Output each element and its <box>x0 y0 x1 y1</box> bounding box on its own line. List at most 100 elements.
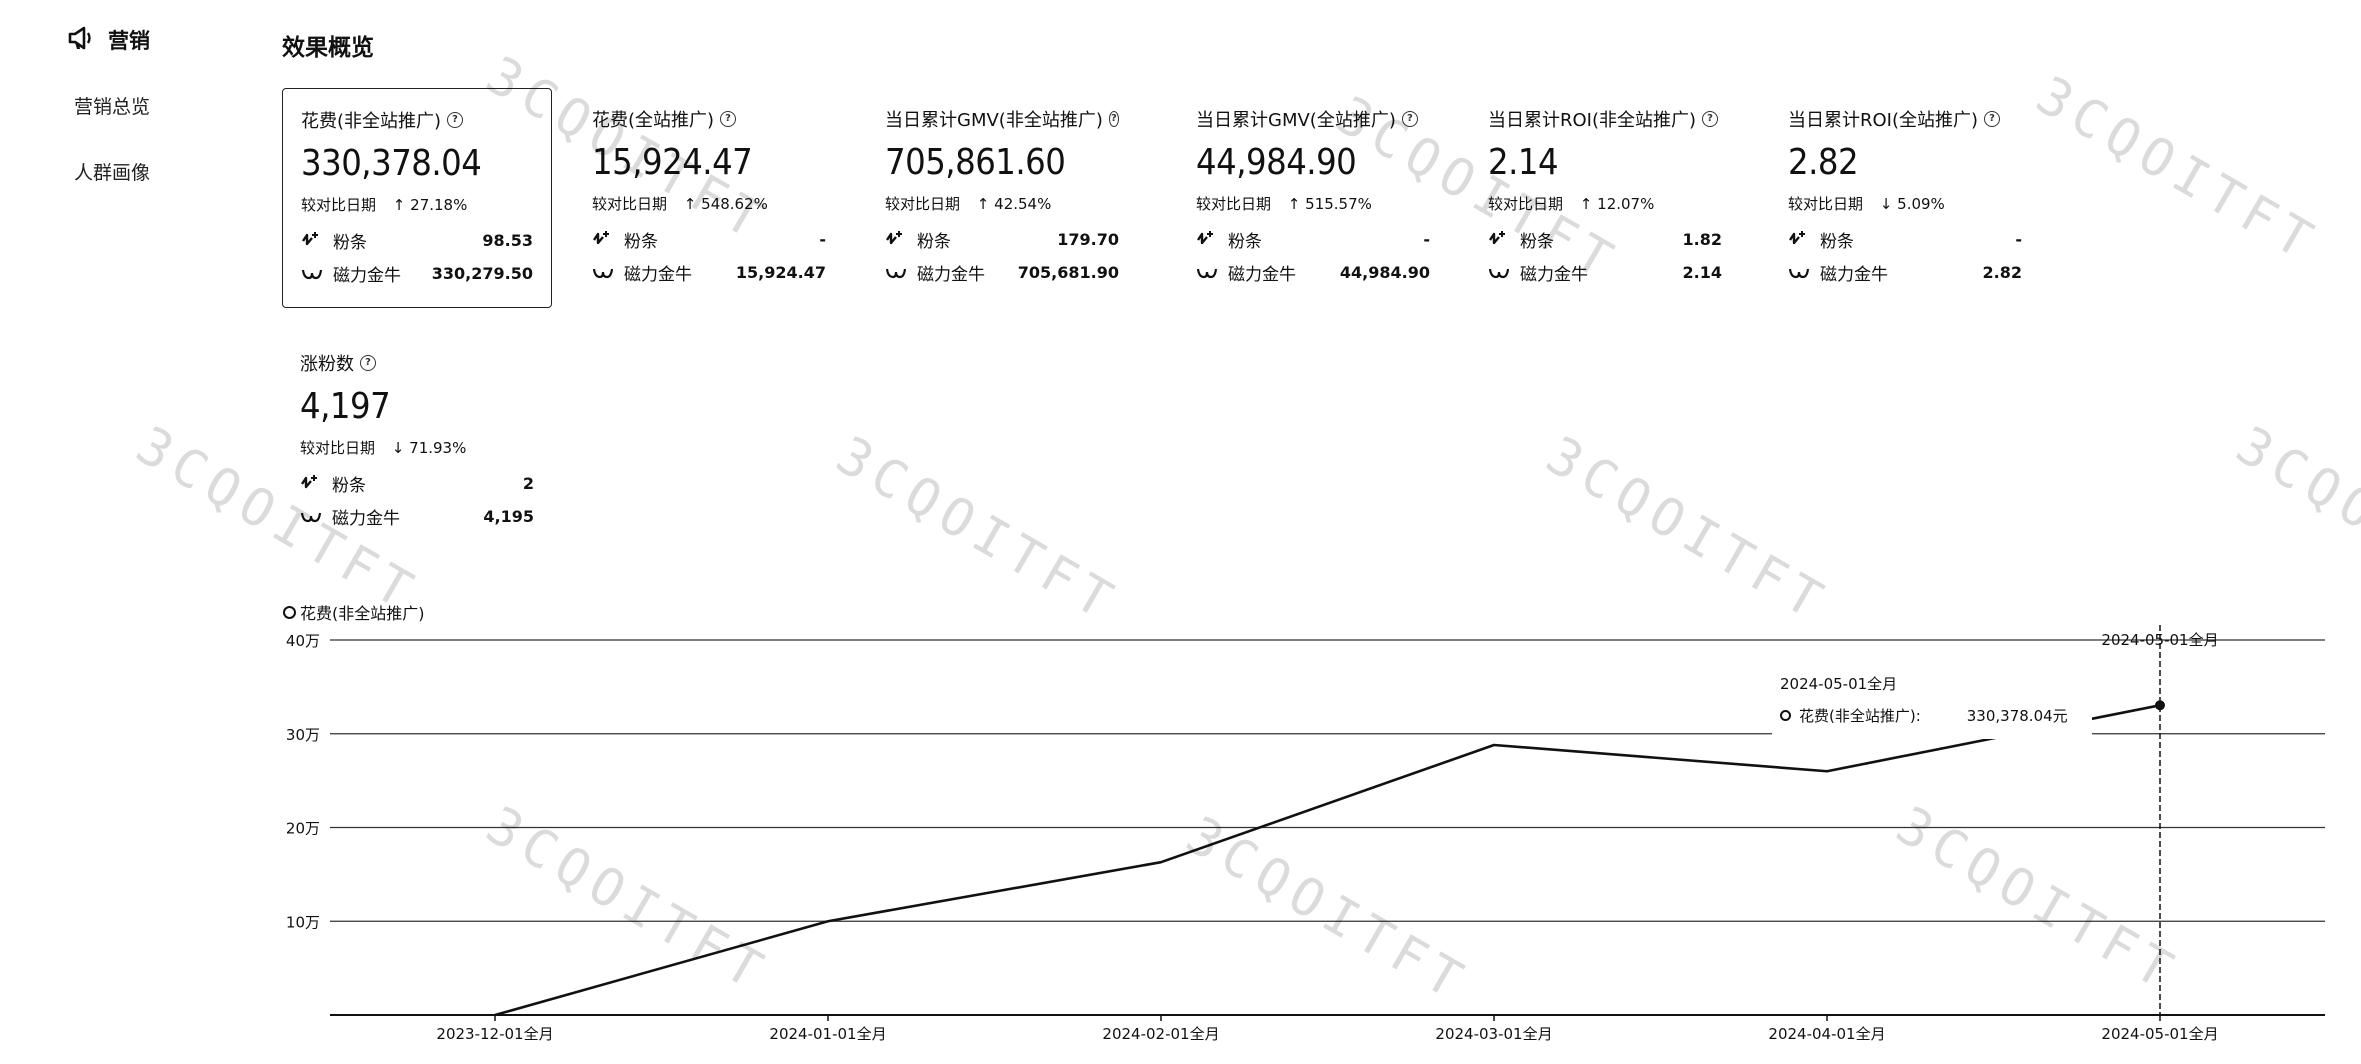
x-tick-label: 2024-04-01全月 <box>1768 1025 1885 1043</box>
tooltip-series-name: 花费(非全站推广): <box>1799 707 1921 725</box>
metric-card-title: 当日累计ROI(非全站推广) ? <box>1488 106 1722 132</box>
breakdown-label: 粉条 <box>1520 232 1554 252</box>
compare-label: 较对比日期 <box>1788 195 1864 213</box>
metric-compare: 较对比日期 ↑ 42.54% <box>885 193 1119 214</box>
metric-breakdown-row: 磁力金牛 330,279.50 <box>301 261 533 286</box>
metric-compare: 较对比日期 ↑ 12.07% <box>1488 193 1722 214</box>
fentiao-icon <box>1196 230 1220 250</box>
breakdown-value: - <box>1423 230 1430 249</box>
fentiao-icon <box>300 474 324 494</box>
tooltip-date: 2024-05-01全月 <box>1780 675 1898 693</box>
metric-compare: 较对比日期 ↑ 548.62% <box>592 193 826 214</box>
breakdown-value: 179.70 <box>1057 230 1119 249</box>
metric-card[interactable]: 当日累计GMV(全站推广) ? 44,984.90 较对比日期 ↑ 515.57… <box>1178 88 1448 308</box>
breakdown-value: 15,924.47 <box>735 263 826 282</box>
metric-title-text: 当日累计GMV(全站推广) <box>1196 110 1396 131</box>
breakdown-value: 1.82 <box>1682 230 1722 249</box>
metric-breakdown-row: 磁力金牛 15,924.47 <box>592 260 826 285</box>
arrow-up-icon: ↑ <box>683 195 697 213</box>
x-tick-label: 2023-12-01全月 <box>436 1025 553 1043</box>
metric-value: 15,924.47 <box>592 142 753 183</box>
metric-breakdown-row: 粉条 - <box>1788 227 2022 252</box>
data-point <box>2155 700 2165 711</box>
sidebar: 营销 营销总览 人群画像 <box>0 0 250 1064</box>
metric-card[interactable]: 花费(全站推广) ? 15,924.47 较对比日期 ↑ 548.62% 粉条 … <box>574 88 844 308</box>
metric-card-title: 当日累计ROI(全站推广) ? <box>1788 106 2022 132</box>
breakdown-label: 粉条 <box>332 476 366 496</box>
arrow-up-icon: ↑ <box>976 195 990 213</box>
breakdown-label: 磁力金牛 <box>332 509 400 529</box>
metric-card-title: 涨粉数 ? <box>300 350 534 376</box>
sidebar-item-overview[interactable]: 营销总览 <box>74 96 151 118</box>
fentiao-icon <box>1788 230 1812 250</box>
metric-compare: 较对比日期 ↑ 27.18% <box>301 194 533 215</box>
arrow-up-icon: ↑ <box>1287 195 1301 213</box>
series-line <box>494 703 2161 1017</box>
help-icon[interactable]: ? <box>1984 111 2001 127</box>
breakdown-label: 磁力金牛 <box>917 265 985 285</box>
help-icon[interactable]: ? <box>1108 111 1119 127</box>
metric-value: 330,378.04 <box>301 143 482 184</box>
compare-change: 5.09% <box>1897 195 1945 213</box>
metric-breakdown-row: 磁力金牛 4,195 <box>300 504 534 529</box>
sidebar-header[interactable]: 营销 <box>66 22 150 58</box>
cili-jinniu-icon <box>1788 263 1812 283</box>
breakdown-value: 705,681.90 <box>1017 263 1119 282</box>
breakdown-label: 粉条 <box>624 232 658 252</box>
metric-title-text: 当日累计ROI(非全站推广) <box>1488 110 1697 131</box>
arrow-down-icon: ↓ <box>391 439 405 457</box>
y-tick-label: 30万 <box>286 726 320 744</box>
metric-value: 2.82 <box>1788 142 1859 183</box>
metric-value: 44,984.90 <box>1196 142 1357 183</box>
metric-card[interactable]: 当日累计ROI(非全站推广) ? 2.14 较对比日期 ↑ 12.07% 粉条 … <box>1470 88 1740 308</box>
compare-change: 42.54% <box>994 195 1052 213</box>
metric-card[interactable]: 当日累计ROI(全站推广) ? 2.82 较对比日期 ↓ 5.09% 粉条 - … <box>1770 88 2040 308</box>
breakdown-label: 粉条 <box>1820 232 1854 252</box>
breakdown-label: 磁力金牛 <box>1228 265 1296 285</box>
compare-label: 较对比日期 <box>1488 195 1564 213</box>
metric-breakdown-row: 磁力金牛 705,681.90 <box>885 260 1119 285</box>
metric-title-text: 花费(非全站推广) <box>301 111 442 132</box>
metric-compare: 较对比日期 ↓ 5.09% <box>1788 193 2022 214</box>
help-icon[interactable]: ? <box>720 111 737 127</box>
help-icon[interactable]: ? <box>1401 111 1418 127</box>
tooltip-marker-icon <box>1780 710 1791 721</box>
metric-card[interactable]: 花费(非全站推广) ? 330,378.04 较对比日期 ↑ 27.18% 粉条… <box>282 88 552 308</box>
cili-jinniu-icon <box>1196 263 1220 283</box>
help-icon[interactable]: ? <box>1702 111 1719 127</box>
compare-label: 较对比日期 <box>300 439 376 457</box>
cili-jinniu-icon <box>885 263 909 283</box>
arrow-up-icon: ↑ <box>392 196 406 214</box>
breakdown-value: 2.82 <box>1982 263 2022 282</box>
arrow-up-icon: ↑ <box>1579 195 1593 213</box>
metric-breakdown-row: 磁力金牛 2.14 <box>1488 260 1722 285</box>
help-icon[interactable]: ? <box>447 112 464 128</box>
metric-breakdown-row: 粉条 - <box>1196 227 1430 252</box>
y-tick-label: 40万 <box>286 632 320 650</box>
compare-label: 较对比日期 <box>885 195 961 213</box>
breakdown-label: 磁力金牛 <box>1520 265 1588 285</box>
x-tick-label: 2024-03-01全月 <box>1435 1025 1552 1043</box>
fentiao-icon <box>301 231 325 251</box>
breakdown-label: 磁力金牛 <box>1820 265 1888 285</box>
compare-change: 12.07% <box>1597 195 1655 213</box>
metric-title-text: 当日累计ROI(全站推广) <box>1788 110 1979 131</box>
help-icon[interactable]: ? <box>360 355 376 371</box>
fentiao-icon <box>885 230 909 250</box>
metric-card[interactable]: 当日累计GMV(非全站推广) ? 705,861.60 较对比日期 ↑ 42.5… <box>867 88 1137 308</box>
metric-card[interactable]: 涨粉数 ? 4,197 较对比日期 ↓ 71.93% 粉条 2 磁力金牛 4,1… <box>282 332 552 552</box>
metric-value: 4,197 <box>300 386 391 427</box>
metric-title-text: 涨粉数 <box>300 354 354 375</box>
fentiao-icon <box>592 230 616 250</box>
metric-value: 705,861.60 <box>885 142 1066 183</box>
tooltip-value: 330,378.04元 <box>1966 707 2068 725</box>
breakdown-value: 2.14 <box>1682 263 1722 282</box>
metric-breakdown-row: 粉条 2 <box>300 471 534 496</box>
breakdown-value: 98.53 <box>482 231 533 250</box>
chart-legend[interactable]: 花费(非全站推广) <box>283 600 425 624</box>
metric-breakdown-row: 粉条 1.82 <box>1488 227 1722 252</box>
sidebar-item-audience[interactable]: 人群画像 <box>74 162 151 184</box>
cili-jinniu-icon <box>301 264 325 284</box>
arrow-down-icon: ↓ <box>1879 195 1893 213</box>
